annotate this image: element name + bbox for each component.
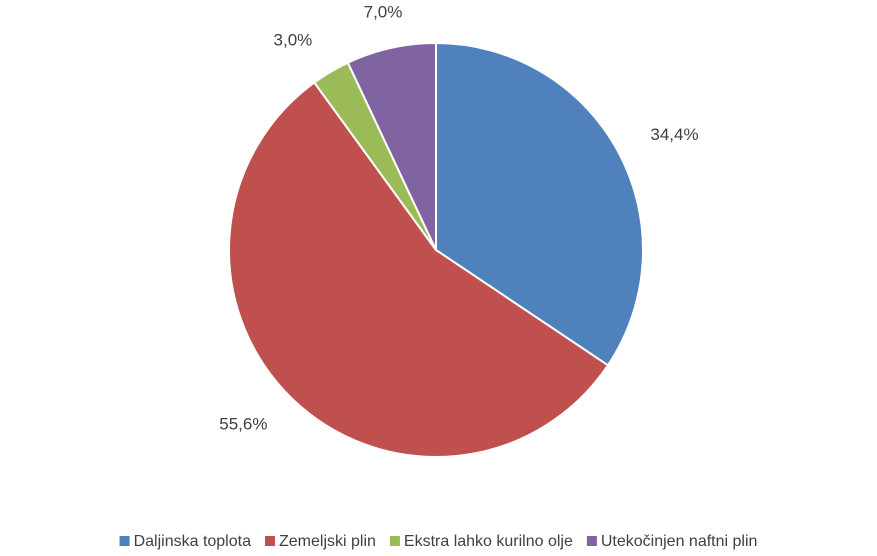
legend-swatch — [389, 536, 400, 546]
legend-swatch — [586, 536, 597, 546]
data-label: 7,0% — [364, 2, 403, 21]
legend-label: Zemeljski plin — [279, 533, 376, 550]
legend-label: Daljinska toplota — [134, 533, 252, 550]
legend-label: Ekstra lahko kurilno olje — [404, 533, 573, 550]
legend-swatch — [119, 536, 130, 546]
pie-slice — [346, 41, 437, 251]
pie-slice — [435, 41, 644, 367]
data-label: 3,0% — [274, 30, 313, 49]
legend-label: Utekočinjen naftni plin — [601, 533, 758, 550]
data-label: 34,4% — [650, 125, 698, 144]
legend-swatch — [264, 536, 275, 546]
data-label: 55,6% — [219, 415, 267, 434]
pie-slice — [228, 81, 610, 458]
